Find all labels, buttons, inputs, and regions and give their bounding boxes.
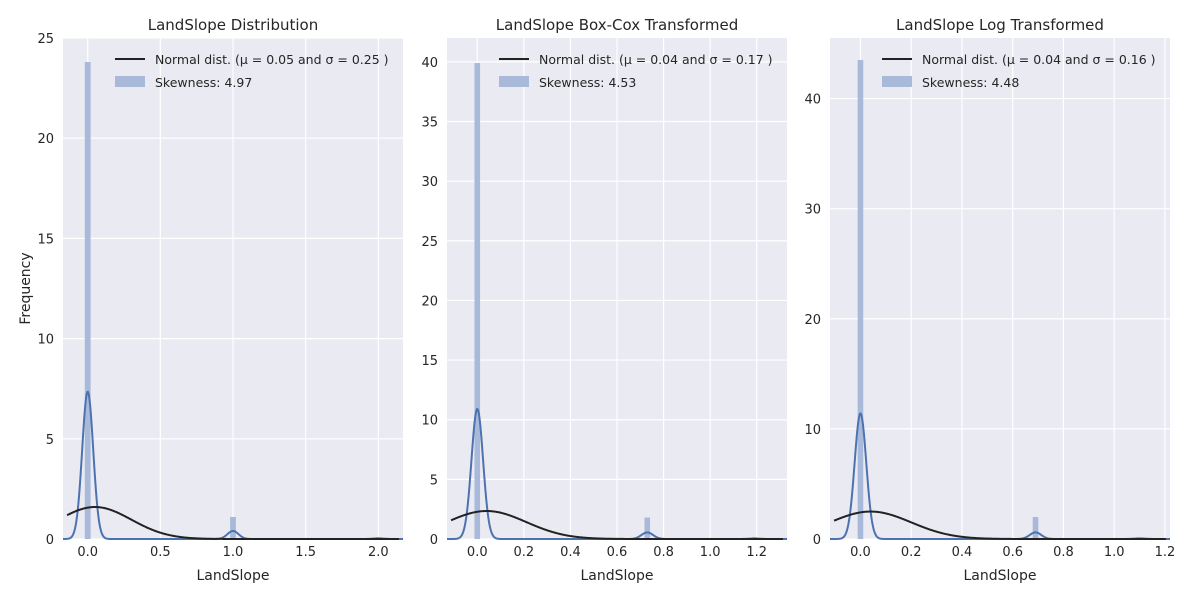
y-tick-label: 5 <box>430 473 438 488</box>
x-tick-label: 1.0 <box>223 545 244 560</box>
x-tick-label: 0.6 <box>1002 545 1023 560</box>
x-tick-label: 0.4 <box>952 545 973 560</box>
y-tick-label: 40 <box>421 56 438 71</box>
x-tick-label: 1.5 <box>295 545 316 560</box>
x-tick-label: 0.2 <box>514 545 535 560</box>
x-tick-label: 1.0 <box>1104 545 1125 560</box>
x-axis-label: LandSlope <box>197 568 270 584</box>
histogram-bar <box>1032 516 1039 539</box>
y-tick-label: 25 <box>37 32 54 47</box>
histogram-bar <box>857 60 864 540</box>
normal-dist-line <box>450 510 783 540</box>
chart-title: LandSlope Log Transformed <box>896 16 1104 34</box>
x-tick-label: 2.0 <box>368 545 389 560</box>
legend-histogram-swatch <box>499 76 529 87</box>
x-axis-label: LandSlope <box>964 568 1037 584</box>
y-tick-label: 30 <box>804 203 821 218</box>
y-tick-label: 15 <box>37 232 54 247</box>
y-tick-label: 20 <box>804 313 821 328</box>
y-tick-label: 35 <box>421 116 438 131</box>
legend-normal-label: Normal dist. (μ = 0.04 and σ = 0.16 ) <box>922 52 1156 67</box>
x-tick-label: 0.2 <box>901 545 922 560</box>
legend: Normal dist. (μ = 0.04 and σ = 0.16 ) Ske… <box>882 52 1156 90</box>
x-tick-label: 1.2 <box>746 545 767 560</box>
legend-skewness-label: Skewness: 4.48 <box>922 75 1019 90</box>
x-tick-label: 0.8 <box>653 545 674 560</box>
x-tick-label: 0.0 <box>467 545 488 560</box>
chart-panel-1: 0.0 0.5 1.0 1.5 2.0 0 5 10 15 20 25 LandSlope Distr… <box>18 16 403 584</box>
x-tick-label: 0.0 <box>850 545 871 560</box>
legend-skewness-label: Skewness: 4.53 <box>539 75 636 90</box>
x-tick-label: 1.0 <box>700 545 721 560</box>
histogram-bar <box>474 63 481 540</box>
y-tick-label: 40 <box>804 93 821 108</box>
chart-title: LandSlope Box-Cox Transformed <box>496 16 738 34</box>
x-tick-label: 1.2 <box>1155 545 1176 560</box>
y-tick-label: 25 <box>421 235 438 250</box>
legend: Normal dist. (μ = 0.04 and σ = 0.17 ) Ske… <box>499 52 773 90</box>
histogram-bar <box>644 517 651 539</box>
chart-panel-3: 0.0 0.2 0.4 0.6 0.8 1.0 1.2 0 10 20 30 40 LandSlope … <box>804 16 1175 584</box>
y-tick-label: 10 <box>804 423 821 438</box>
plot-area <box>830 38 1170 539</box>
normal-dist-line <box>833 510 1166 540</box>
x-tick-label: 0.5 <box>150 545 171 560</box>
legend: Normal dist. (μ = 0.05 and σ = 0.25 ) Ske… <box>115 52 389 90</box>
y-tick-label: 0 <box>813 533 821 548</box>
x-tick-label: 0.6 <box>607 545 628 560</box>
legend-histogram-swatch <box>115 76 145 87</box>
y-tick-label: 0 <box>46 533 54 548</box>
chart-panel-2: 0.0 0.2 0.4 0.6 0.8 1.0 1.2 0 5 10 15 20 25 30 35 40 Lan… <box>421 16 787 584</box>
y-tick-label: 15 <box>421 354 438 369</box>
x-tick-label: 0.8 <box>1053 545 1074 560</box>
y-tick-label: 0 <box>430 533 438 548</box>
y-tick-label: 30 <box>421 175 438 190</box>
legend-normal-label: Normal dist. (μ = 0.04 and σ = 0.17 ) <box>539 52 773 67</box>
legend-skewness-label: Skewness: 4.97 <box>155 75 252 90</box>
y-tick-label: 10 <box>421 414 438 429</box>
x-axis-label: LandSlope <box>581 568 654 584</box>
legend-histogram-swatch <box>882 76 912 87</box>
chart-title: LandSlope Distribution <box>148 16 318 34</box>
y-tick-label: 20 <box>37 132 54 147</box>
y-tick-label: 10 <box>37 333 54 348</box>
y-tick-label: 5 <box>46 433 54 448</box>
legend-normal-label: Normal dist. (μ = 0.05 and σ = 0.25 ) <box>155 52 389 67</box>
histogram-bar <box>84 62 91 539</box>
histogram-bar <box>230 516 236 539</box>
y-tick-label: 20 <box>421 294 438 309</box>
x-tick-label: 0.4 <box>560 545 581 560</box>
normal-dist-line <box>66 506 399 540</box>
y-axis-label: Frequency <box>18 252 34 324</box>
x-tick-label: 0.0 <box>77 545 98 560</box>
